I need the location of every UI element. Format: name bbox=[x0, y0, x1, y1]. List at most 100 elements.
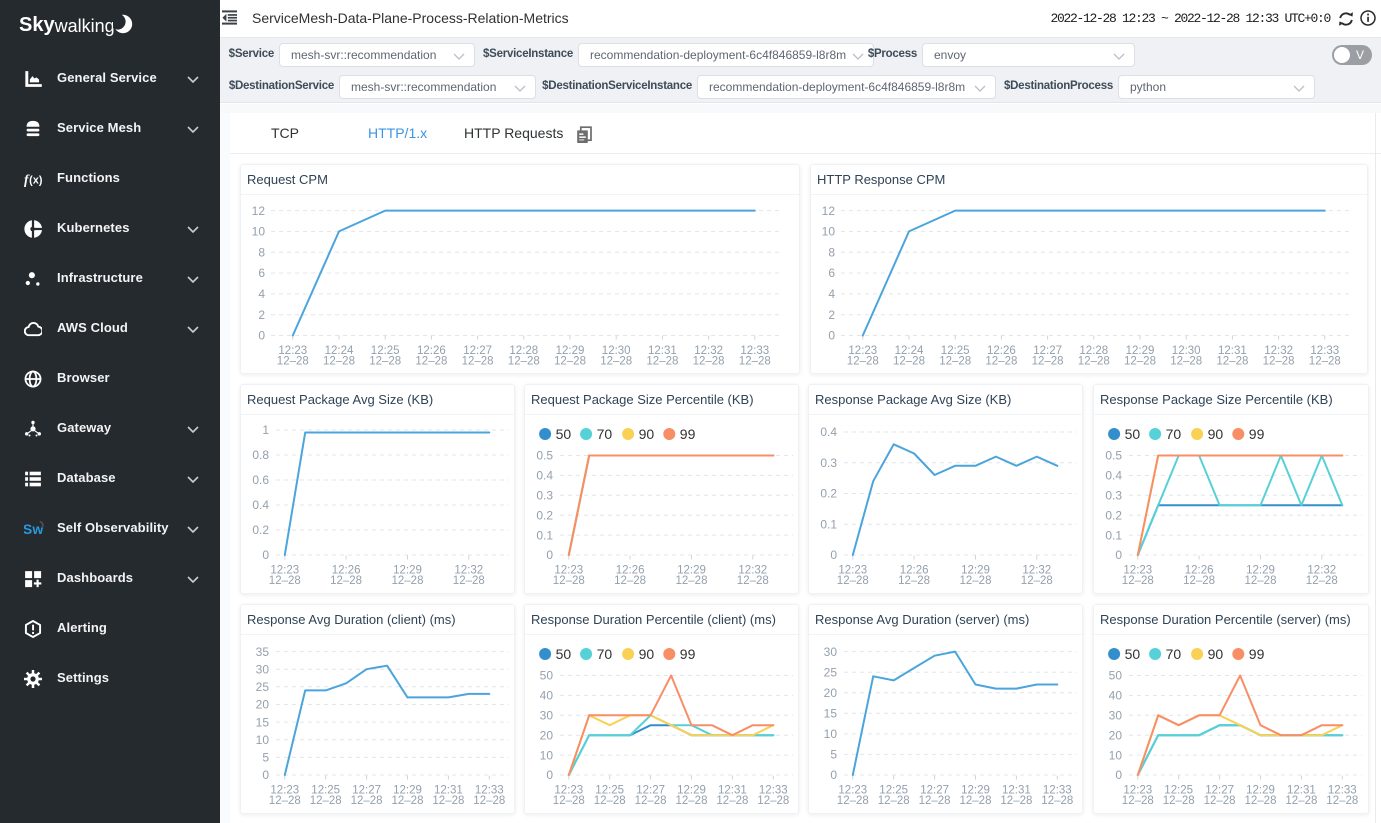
svg-text:70: 70 bbox=[1166, 426, 1182, 442]
svg-text:12–28: 12–28 bbox=[369, 356, 401, 368]
svg-text:12–28: 12–28 bbox=[676, 575, 708, 587]
svg-text:10: 10 bbox=[822, 225, 836, 239]
svg-text:0: 0 bbox=[830, 548, 837, 562]
svg-text:12–28: 12–28 bbox=[1183, 575, 1215, 587]
svg-text:12–28: 12–28 bbox=[919, 795, 951, 807]
svg-text:0.1: 0.1 bbox=[536, 528, 553, 542]
svg-text:12–28: 12–28 bbox=[508, 356, 540, 368]
svg-text:6: 6 bbox=[258, 266, 265, 280]
svg-text:12:29: 12:29 bbox=[393, 785, 422, 797]
svg-text:2: 2 bbox=[828, 308, 835, 322]
svg-text:12–28: 12–28 bbox=[453, 575, 485, 587]
svg-text:20: 20 bbox=[540, 728, 554, 742]
svg-text:12–28: 12–28 bbox=[693, 356, 725, 368]
svg-text:12:32: 12:32 bbox=[738, 565, 767, 577]
svg-text:0: 0 bbox=[830, 768, 837, 782]
svg-text:12–28: 12–28 bbox=[1163, 795, 1195, 807]
svg-text:8: 8 bbox=[828, 245, 835, 259]
svg-text:12:32: 12:32 bbox=[694, 345, 723, 357]
svg-text:12–28: 12–28 bbox=[960, 795, 992, 807]
svg-text:12–28: 12–28 bbox=[554, 356, 586, 368]
svg-text:12–28: 12–28 bbox=[594, 795, 626, 807]
svg-text:12–28: 12–28 bbox=[600, 356, 632, 368]
svg-text:0: 0 bbox=[262, 548, 269, 562]
svg-text:4: 4 bbox=[828, 287, 835, 301]
svg-text:12–28: 12–28 bbox=[716, 795, 748, 807]
svg-text:12–28: 12–28 bbox=[737, 575, 769, 587]
svg-text:12:33: 12:33 bbox=[1310, 345, 1339, 357]
svg-text:12–28: 12–28 bbox=[898, 575, 930, 587]
svg-text:12:32: 12:32 bbox=[454, 565, 483, 577]
svg-text:12:26: 12:26 bbox=[417, 345, 446, 357]
svg-text:12:27: 12:27 bbox=[1033, 345, 1062, 357]
svg-text:12–28: 12–28 bbox=[553, 575, 585, 587]
svg-text:12–28: 12–28 bbox=[1285, 795, 1317, 807]
svg-text:50: 50 bbox=[540, 669, 554, 683]
svg-text:12:29: 12:29 bbox=[961, 785, 990, 797]
svg-text:12–28: 12–28 bbox=[462, 356, 494, 368]
svg-text:12:29: 12:29 bbox=[961, 565, 990, 577]
svg-text:12:26: 12:26 bbox=[616, 565, 645, 577]
svg-text:5: 5 bbox=[830, 748, 837, 762]
svg-text:12–28: 12–28 bbox=[553, 795, 585, 807]
svg-text:12–28: 12–28 bbox=[939, 356, 971, 368]
svg-text:12–28: 12–28 bbox=[757, 795, 789, 807]
svg-text:15: 15 bbox=[824, 707, 838, 721]
svg-text:99: 99 bbox=[680, 646, 696, 662]
svg-text:12–28: 12–28 bbox=[1041, 795, 1073, 807]
svg-text:0: 0 bbox=[258, 329, 265, 343]
svg-text:0.2: 0.2 bbox=[252, 523, 269, 537]
svg-text:40: 40 bbox=[540, 689, 554, 703]
svg-text:12–28: 12–28 bbox=[269, 795, 301, 807]
svg-text:12:31: 12:31 bbox=[434, 785, 463, 797]
svg-text:12–28: 12–28 bbox=[323, 356, 355, 368]
svg-text:2: 2 bbox=[258, 308, 265, 322]
svg-text:12:32: 12:32 bbox=[1022, 565, 1051, 577]
svg-text:12:23: 12:23 bbox=[848, 345, 877, 357]
svg-text:30: 30 bbox=[540, 709, 554, 723]
svg-text:12:24: 12:24 bbox=[895, 345, 924, 357]
svg-text:12:31: 12:31 bbox=[718, 785, 747, 797]
svg-text:12–28: 12–28 bbox=[1245, 575, 1277, 587]
svg-text:12–28: 12–28 bbox=[1216, 356, 1248, 368]
svg-text:0.3: 0.3 bbox=[1105, 489, 1122, 503]
svg-text:12:27: 12:27 bbox=[636, 785, 665, 797]
svg-text:25: 25 bbox=[256, 680, 270, 694]
svg-text:12:23: 12:23 bbox=[838, 565, 867, 577]
svg-text:12:26: 12:26 bbox=[987, 345, 1016, 357]
svg-text:12:33: 12:33 bbox=[759, 785, 788, 797]
svg-text:25: 25 bbox=[824, 665, 838, 679]
svg-text:50: 50 bbox=[556, 646, 572, 662]
svg-text:0.1: 0.1 bbox=[1105, 528, 1122, 542]
svg-text:12:33: 12:33 bbox=[475, 785, 504, 797]
svg-text:12:29: 12:29 bbox=[1246, 565, 1275, 577]
svg-text:0.1: 0.1 bbox=[820, 517, 837, 531]
svg-text:90: 90 bbox=[1208, 646, 1224, 662]
svg-text:12:23: 12:23 bbox=[554, 785, 583, 797]
svg-text:10: 10 bbox=[252, 225, 266, 239]
svg-text:12: 12 bbox=[822, 204, 836, 218]
svg-text:12–28: 12–28 bbox=[1078, 356, 1110, 368]
svg-text:12:25: 12:25 bbox=[879, 785, 908, 797]
svg-text:70: 70 bbox=[597, 426, 613, 442]
svg-text:12–28: 12–28 bbox=[269, 575, 301, 587]
svg-text:12–28: 12–28 bbox=[1021, 575, 1053, 587]
svg-text:12:24: 12:24 bbox=[325, 345, 354, 357]
svg-text:12–28: 12–28 bbox=[960, 575, 992, 587]
svg-text:10: 10 bbox=[824, 727, 838, 741]
svg-text:12–28: 12–28 bbox=[1124, 356, 1156, 368]
svg-text:10: 10 bbox=[1109, 748, 1123, 762]
svg-text:12–28: 12–28 bbox=[392, 575, 424, 587]
svg-text:12:25: 12:25 bbox=[1164, 785, 1193, 797]
svg-text:12–28: 12–28 bbox=[985, 356, 1017, 368]
svg-text:0: 0 bbox=[828, 329, 835, 343]
svg-text:12:29: 12:29 bbox=[556, 345, 585, 357]
svg-text:0.2: 0.2 bbox=[536, 508, 553, 522]
svg-text:12–28: 12–28 bbox=[1263, 356, 1295, 368]
svg-text:0: 0 bbox=[546, 768, 553, 782]
svg-text:12: 12 bbox=[252, 204, 266, 218]
svg-text:(x): (x) bbox=[29, 175, 42, 187]
svg-text:12–28: 12–28 bbox=[473, 795, 505, 807]
svg-text:20: 20 bbox=[824, 686, 838, 700]
svg-text:50: 50 bbox=[1109, 669, 1123, 683]
